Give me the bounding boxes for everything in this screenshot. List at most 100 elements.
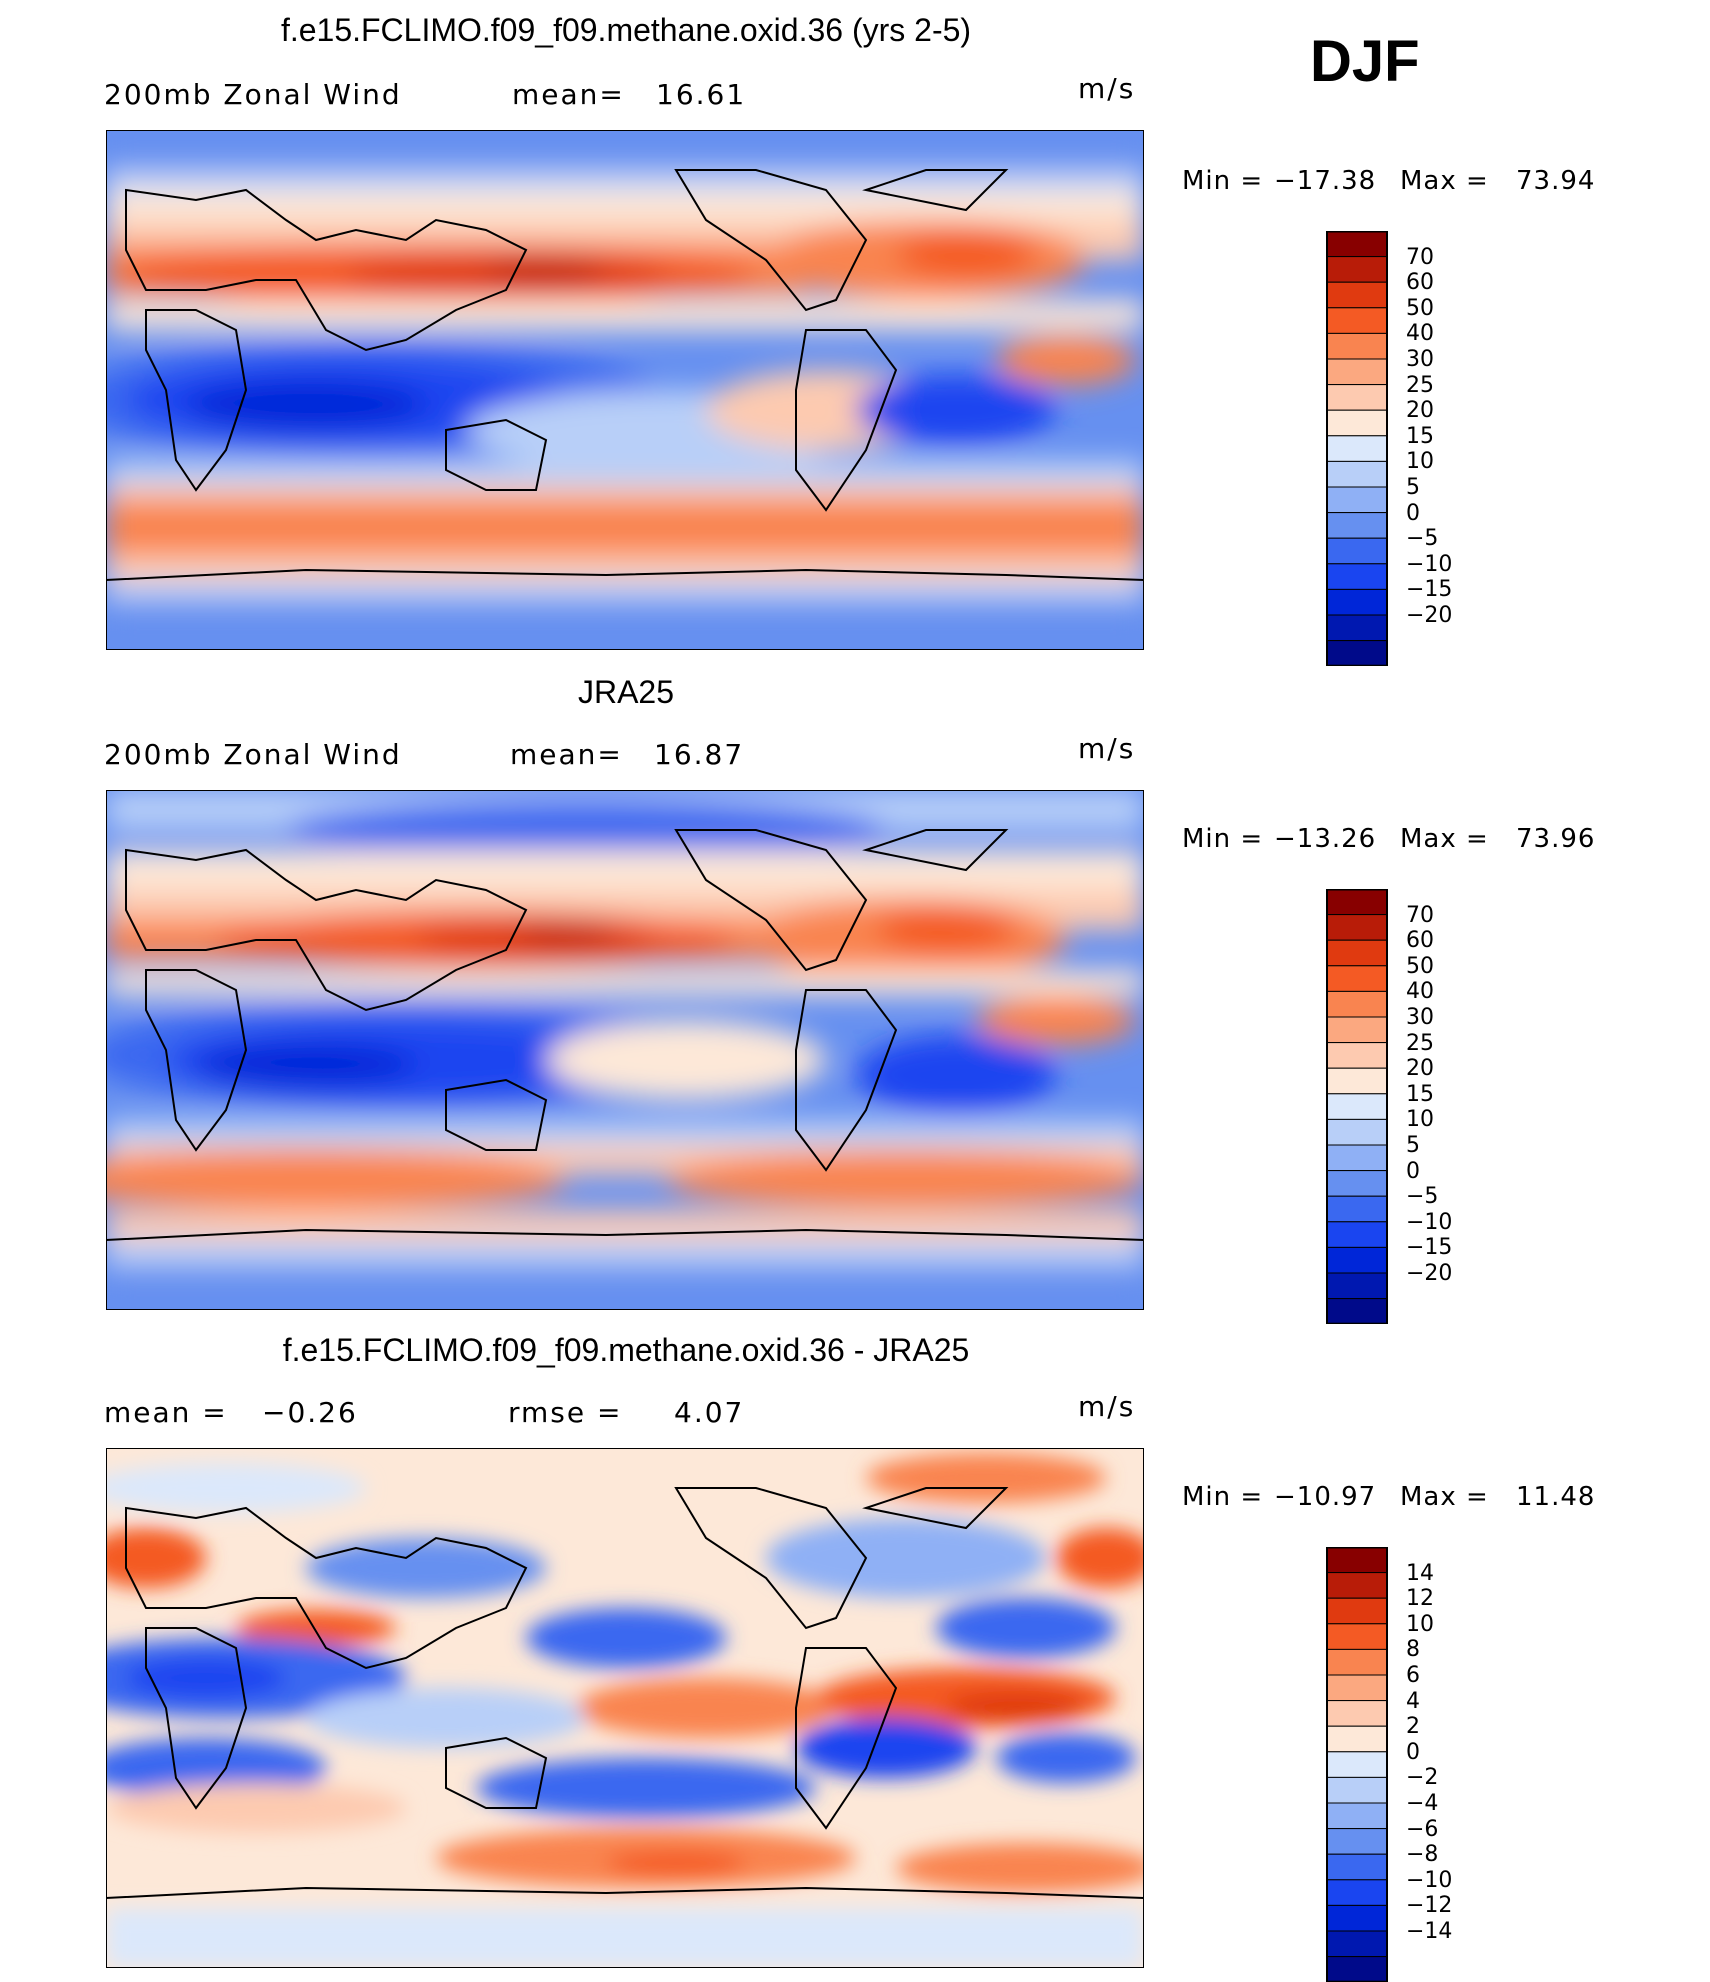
colorbar-swatch [1326,1956,1388,1982]
colorbar-tick-label: 40 [1406,321,1434,347]
colorbar-swatch [1326,231,1388,258]
colorbar-tick-label: 70 [1406,244,1434,270]
colorbar-tick-label: −8 [1406,1842,1439,1868]
colorbar-swatch [1326,1930,1388,1958]
colorbar-swatch [1326,281,1388,309]
colorbar-tick-label: −20 [1406,603,1453,628]
colorbar-swatch [1326,1195,1388,1223]
colorbar-swatch [1326,1597,1388,1625]
colorbar-swatch [1326,1246,1388,1274]
panel3-coastlines [106,1487,1144,1899]
colorbar-tick-label: 60 [1406,270,1434,296]
panel2-mean-label: mean= [510,738,623,771]
colorbar-tick-label: 8 [1406,1637,1420,1663]
colorbar-tick-label: 15 [1406,1081,1434,1107]
colorbar-tick-label: 10 [1406,449,1434,475]
colorbar-tick-label: −14 [1406,1919,1453,1944]
colorbar-swatch [1326,332,1388,360]
colorbar-swatch [1326,460,1388,488]
colorbar-tick-label: 20 [1406,398,1434,424]
colorbar-swatch [1326,1042,1388,1069]
panel3-min-label: Min = [1182,1482,1264,1512]
panel3-max-value: 11.48 [1516,1482,1596,1512]
colorbar-tick-label: −2 [1406,1765,1439,1791]
colorbar-swatch [1326,1623,1388,1650]
colorbar-swatch [1326,939,1388,967]
colorbar-tick-label: 0 [1406,500,1420,526]
panel1-units: m/s [1078,72,1136,105]
colorbar-tick-label: 20 [1406,1056,1434,1082]
colorbar-tick-label: 30 [1406,1005,1434,1030]
panel3-units: m/s [1078,1390,1136,1423]
colorbar-swatch [1326,965,1388,992]
colorbar-tick-label: 25 [1406,1030,1434,1056]
colorbar-tick-label: 0 [1406,1739,1420,1765]
colorbar-tick-label: 6 [1406,1663,1420,1688]
panel2-min-value: −13.26 [1274,824,1377,854]
colorbar-swatch [1326,1879,1388,1906]
panel3-min-value: −10.97 [1274,1482,1377,1512]
panel2-field-label: 200mb Zonal Wind [104,738,402,771]
panel1-title: f.e15.FCLIMO.f09_f09.methane.oxid.36 (yr… [280,12,972,48]
colorbar-swatch [1326,384,1388,411]
colorbar-tick-label: 30 [1406,347,1434,372]
colorbar-tick-label: 60 [1406,928,1434,954]
colorbar-swatch [1326,914,1388,941]
colorbar-tick-label: 14 [1406,1560,1434,1586]
colorbar-tick-label: −5 [1406,1184,1439,1210]
colorbar-swatch [1326,1648,1388,1676]
panel2-coastlines [106,829,1144,1241]
colorbar-swatch [1326,588,1388,616]
colorbar-swatch [1326,1067,1388,1095]
colorbar-tick-label: 10 [1406,1611,1434,1637]
panel1-min-label: Min = [1182,166,1264,196]
colorbar-tick-label: −10 [1406,1867,1453,1893]
colorbar-tick-label: −20 [1406,1261,1453,1286]
colorbar-swatch [1326,1700,1388,1727]
colorbar-swatch [1326,409,1388,437]
colorbar-swatch [1326,537,1388,565]
panel1-max-value: 73.94 [1516,166,1596,196]
colorbar-tick-label: −5 [1406,526,1439,552]
colorbar-swatch [1326,1572,1388,1599]
colorbar-swatch [1326,1547,1388,1574]
panel2-colorbar [1326,889,1388,1325]
colorbar-swatch [1326,1016,1388,1044]
colorbar-tick-label: 10 [1406,1107,1434,1133]
colorbar-swatch [1326,358,1388,386]
colorbar-tick-label: 50 [1406,953,1434,979]
panel3-map [106,1448,1144,1968]
colorbar-swatch [1326,1904,1388,1932]
panel3-rmse-value: 4.07 [674,1396,745,1429]
colorbar-swatch [1326,1674,1388,1702]
panel3-title: f.e15.FCLIMO.f09_f09.methane.oxid.36 - J… [282,1332,970,1368]
colorbar-swatch [1326,1776,1388,1804]
colorbar-tick-label: 40 [1406,979,1434,1005]
season-label: DJF [1310,29,1420,94]
colorbar-tick-label: −10 [1406,551,1453,577]
panel3-mean-label: mean = [104,1396,228,1429]
colorbar-tick-label: −4 [1406,1791,1439,1816]
colorbar-tick-label: 25 [1406,372,1434,398]
panel1-mean-label: mean= [512,78,625,111]
colorbar-swatch [1326,1118,1388,1146]
colorbar-swatch [1326,1828,1388,1855]
colorbar-swatch [1326,1170,1388,1197]
panel1-coastlines [106,169,1144,581]
panel2-max-value: 73.96 [1516,824,1596,854]
colorbar-swatch [1326,889,1388,916]
colorbar-swatch [1326,1221,1388,1248]
panel3-mean-value: −0.26 [262,1396,358,1429]
colorbar-tick-label: 50 [1406,295,1434,321]
colorbar-tick-label: 70 [1406,902,1434,928]
panel2-min-label: Min = [1182,824,1264,854]
colorbar-tick-label: −15 [1406,1235,1453,1261]
panel1-map [106,130,1144,650]
colorbar-tick-label: −12 [1406,1893,1453,1919]
panel3-colorbar [1326,1547,1388,1982]
colorbar-swatch [1326,1853,1388,1881]
colorbar-tick-label: 15 [1406,423,1434,449]
colorbar-swatch [1326,307,1388,334]
panel2-max-label: Max = [1400,824,1489,854]
colorbar-tick-label: 12 [1406,1586,1434,1612]
